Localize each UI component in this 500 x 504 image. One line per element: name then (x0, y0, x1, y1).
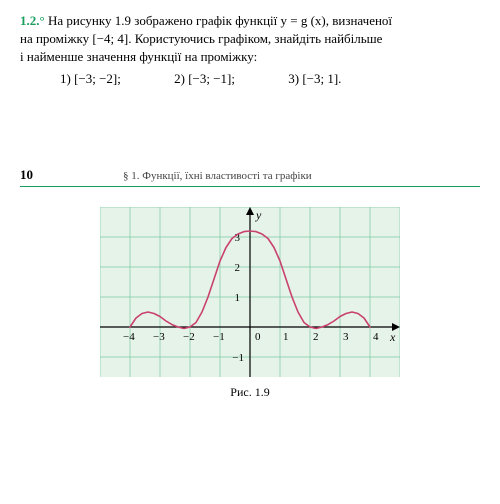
svg-text:1: 1 (283, 331, 289, 343)
page-header: 10 § 1. Функції, їхні властивості та гра… (20, 167, 480, 187)
svg-text:−1: −1 (232, 352, 244, 364)
problem-line-2: на проміжку [−4; 4]. Користуючись графік… (20, 31, 382, 46)
option-2: 2) [−3; −1]; (174, 71, 235, 87)
problem-line-1: На рисунку 1.9 зображено графік функції … (48, 13, 392, 28)
problem-text: 1.2.° На рисунку 1.9 зображено графік фу… (20, 12, 480, 67)
svg-text:−2: −2 (183, 331, 195, 343)
problem-block: 1.2.° На рисунку 1.9 зображено графік фу… (20, 12, 480, 87)
svg-text:−4: −4 (123, 331, 135, 343)
function-chart: −4−3−2−11234123−10xy (100, 207, 400, 377)
svg-text:2: 2 (313, 331, 319, 343)
svg-text:−1: −1 (213, 331, 225, 343)
section-title: § 1. Функції, їхні властивості та графік… (123, 170, 312, 182)
svg-text:x: x (389, 330, 396, 344)
problem-options: 1) [−3; −2]; 2) [−3; −1]; 3) [−3; 1]. (20, 71, 480, 87)
svg-text:0: 0 (255, 331, 261, 343)
option-3: 3) [−3; 1]. (288, 71, 341, 87)
svg-text:2: 2 (235, 262, 241, 274)
svg-text:3: 3 (343, 331, 349, 343)
chart-caption: Рис. 1.9 (20, 385, 480, 400)
option-1: 1) [−3; −2]; (60, 71, 121, 87)
svg-text:y: y (255, 208, 262, 222)
problem-number: 1.2.° (20, 13, 45, 28)
page-number: 10 (20, 167, 33, 183)
svg-text:4: 4 (373, 331, 379, 343)
problem-line-3: і найменше значення функції на проміжку: (20, 49, 257, 64)
svg-text:1: 1 (235, 292, 241, 304)
chart-container: −4−3−2−11234123−10xy (20, 207, 480, 377)
svg-text:−3: −3 (153, 331, 165, 343)
